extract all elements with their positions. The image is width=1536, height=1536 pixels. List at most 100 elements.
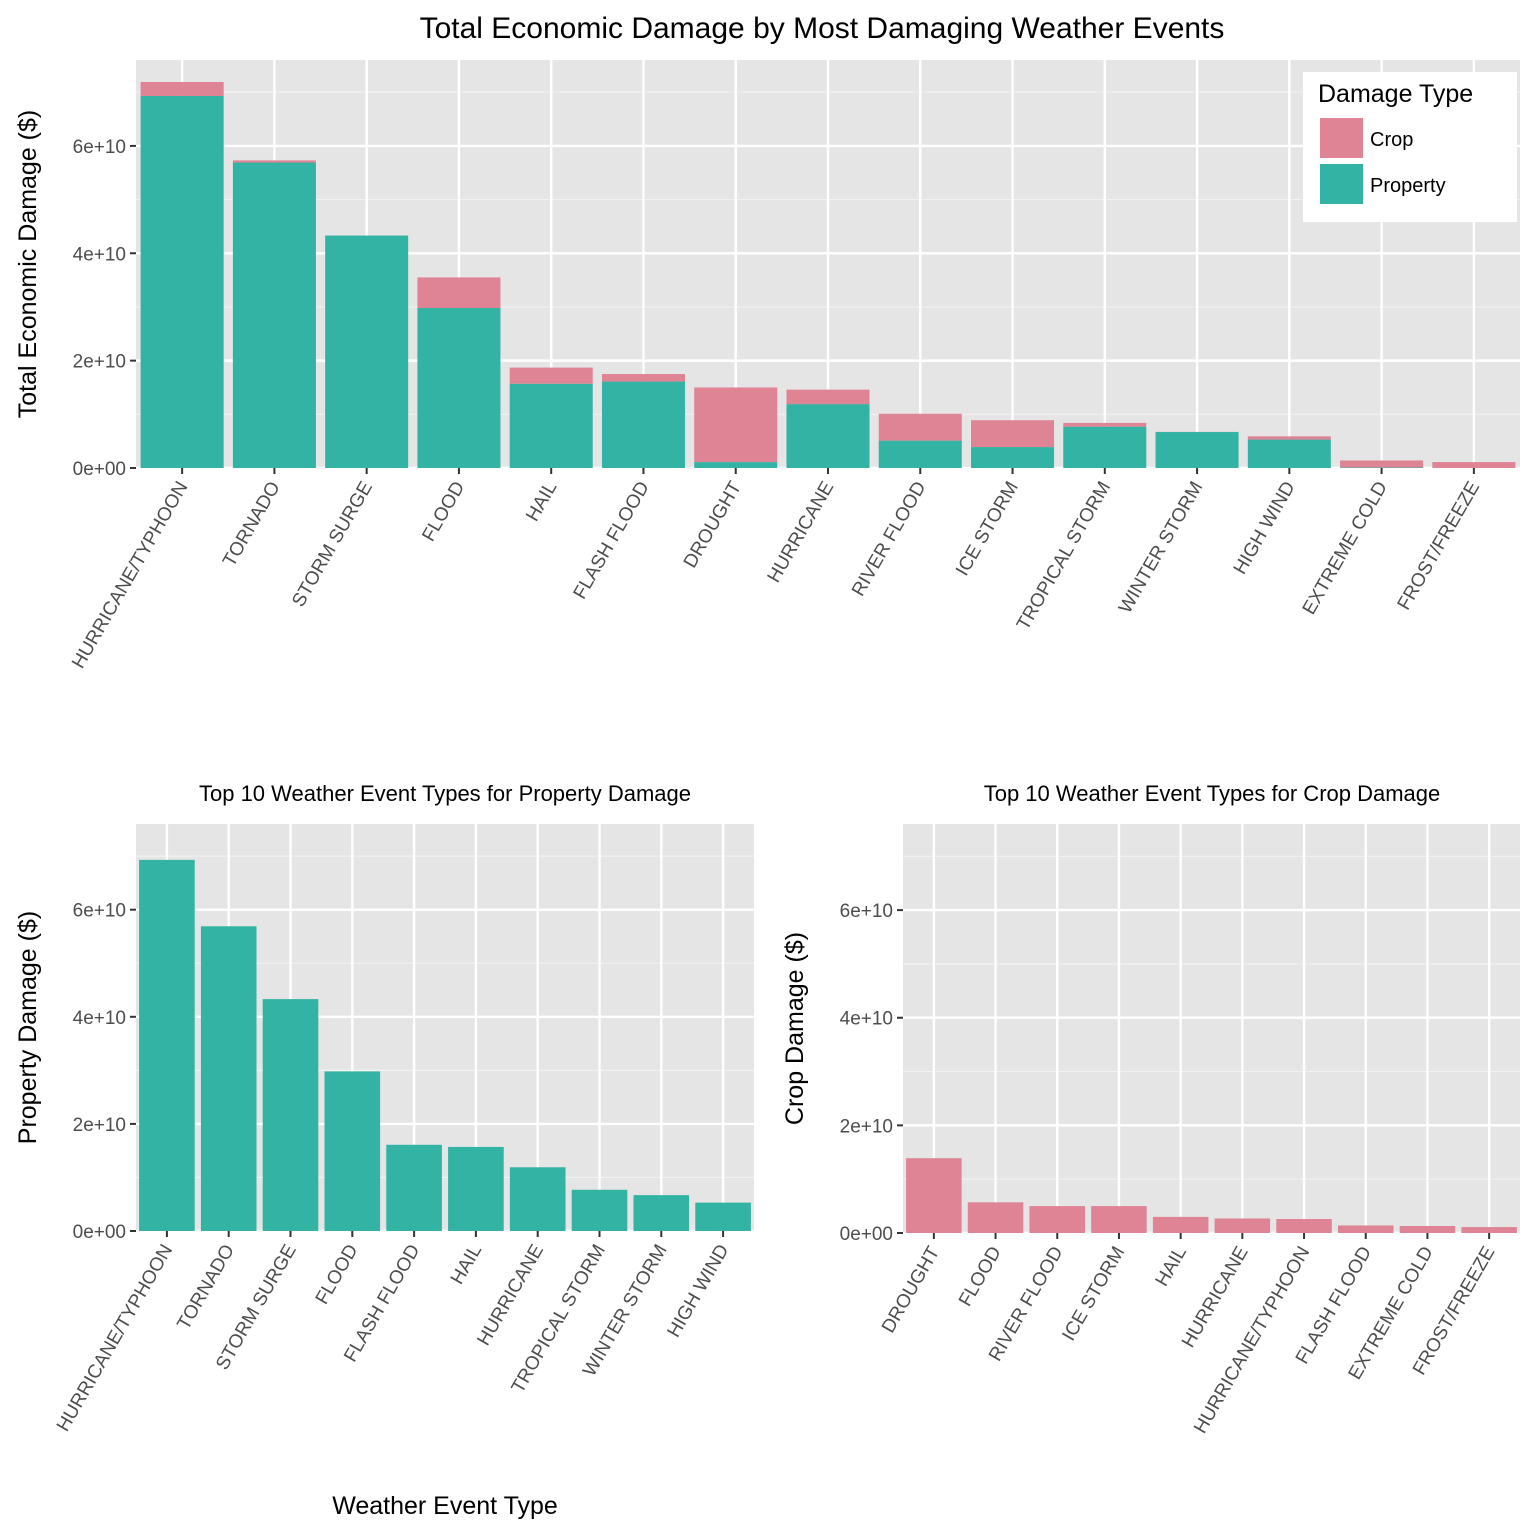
x-tick-label: STORM SURGE [288, 478, 377, 611]
x-tick-label: HAIL [522, 478, 561, 525]
y-axis-title: Crop Damage ($) [781, 932, 809, 1125]
bar-flash-flood [1337, 1225, 1394, 1233]
y-tick-label: 4e+10 [73, 244, 126, 265]
bar-property-extreme-cold [1340, 467, 1424, 468]
bar-crop-extreme-cold [1340, 460, 1424, 468]
bar-property-high-wind [1247, 439, 1331, 468]
bar-property-hurricane [786, 404, 870, 468]
chart-property-damage: 0e+00 2e+10 4e+10 6e+10 HURRICANE/TYPHOONTOR… [14, 781, 754, 1520]
x-tick-label: TORNADO [219, 478, 285, 570]
bar-property-flash-flood [601, 381, 685, 468]
y-tick-label: 6e+10 [73, 901, 126, 922]
y-axis-title: Total Economic Damage ($) [14, 110, 42, 418]
y-tick-label: 0e+00 [840, 1224, 893, 1245]
legend-label-property: Property [1370, 175, 1446, 197]
bar-crop-hurricane-typhoon [140, 82, 224, 96]
bar-property-storm-surge [325, 235, 409, 468]
bar-hail [448, 1146, 504, 1231]
x-tick-label: ICE STORM [952, 478, 1023, 580]
bar-property-river-flood [878, 440, 962, 468]
panel-title: Top 10 Weather Event Types for Property … [199, 781, 691, 806]
bar-ice-storm [1091, 1206, 1147, 1233]
bar-crop-ice-storm [971, 420, 1055, 448]
x-tick-label: HIGH WIND [1230, 478, 1300, 578]
bar-property-hurricane-typhoon [140, 95, 224, 469]
y-axis-title: Property Damage ($) [14, 911, 42, 1144]
legend-label-crop: Crop [1370, 129, 1413, 151]
x-tick-label: HURRICANE/TYPHOON [68, 478, 192, 672]
y-tick-label: 2e+10 [73, 1115, 126, 1136]
bar-crop-river-flood [878, 413, 962, 441]
bar-frost-freeze [1461, 1227, 1517, 1233]
bar-river-flood [1029, 1206, 1086, 1233]
bar-crop-flood [417, 277, 501, 309]
bar-flood [967, 1202, 1024, 1233]
x-tick-label: HAIL [447, 1241, 486, 1288]
y-tick-label: 4e+10 [73, 1008, 126, 1029]
bar-tornado [200, 926, 257, 1231]
x-tick-label: TROPICAL STORM [1013, 478, 1115, 634]
x-tick-label: HAIL [1152, 1243, 1191, 1290]
bar-crop-flash-flood [601, 374, 685, 382]
bar-property-winter-storm [1155, 432, 1239, 468]
x-tick-label: HURRICANE [764, 478, 839, 586]
y-tick-label: 2e+10 [840, 1116, 893, 1137]
bar-drought [906, 1158, 962, 1233]
bar-extreme-cold [1399, 1226, 1456, 1233]
x-tick-label: HURRICANE/TYPHOON [1190, 1243, 1314, 1437]
bar-hurricane [509, 1167, 566, 1231]
x-tick-label: EXTREME COLD [1299, 478, 1392, 618]
bar-hurricane [1214, 1218, 1271, 1233]
x-tick-label: HURRICANE [1178, 1243, 1253, 1351]
bar-flash-flood [386, 1144, 442, 1231]
y-tick-label: 0e+00 [73, 459, 126, 480]
bar-hurricane-typhoon [139, 859, 195, 1231]
figure-title: Total Economic Damage by Most Damaging W… [420, 12, 1225, 45]
legend: Damage Type Crop Property [1303, 72, 1517, 222]
bar-crop-drought [694, 387, 778, 463]
x-tick-label: HIGH WIND [664, 1241, 734, 1341]
x-tick-label: WINTER STORM [1115, 478, 1207, 617]
x-tick-label: TORNADO [174, 1241, 240, 1333]
bar-flood [324, 1071, 381, 1231]
chart-total-economic-damage: 0e+00 2e+10 4e+10 6e+10 HURRICANE/TYPHOON TOR… [14, 60, 1520, 672]
bar-property-drought [694, 462, 778, 468]
bar-storm-surge [262, 999, 319, 1231]
x-tick-label: FLASH FLOOD [570, 478, 654, 603]
panel-background [903, 824, 1520, 1233]
bar-property-hail [509, 383, 593, 468]
bar-tropical-storm [571, 1189, 628, 1231]
x-tick-label: FLOOD [312, 1241, 363, 1308]
legend-title: Damage Type [1318, 80, 1473, 108]
bar-property-tornado [232, 162, 316, 468]
bar-crop-tropical-storm [1063, 422, 1147, 427]
bar-high-wind [695, 1202, 751, 1231]
y-tick-label: 6e+10 [73, 137, 126, 158]
bar-winter-storm [633, 1195, 690, 1231]
bar-crop-high-wind [1247, 436, 1331, 440]
legend-key-property [1320, 164, 1363, 204]
x-tick-label: FLOOD [418, 478, 469, 545]
x-tick-label: DROUGHT [878, 1243, 944, 1337]
x-tick-label: HURRICANE [473, 1241, 548, 1349]
x-tick-label: FLOOD [955, 1243, 1006, 1310]
panel-title: Top 10 Weather Event Types for Crop Dama… [984, 781, 1441, 806]
y-tick-label: 2e+10 [73, 352, 126, 373]
bar-crop-tornado [232, 160, 316, 163]
bar-hail [1152, 1216, 1209, 1233]
x-tick-label: HURRICANE/TYPHOON [53, 1241, 177, 1435]
x-tick-label: ICE STORM [1058, 1243, 1129, 1345]
bar-crop-hail [509, 367, 593, 384]
bar-property-ice-storm [971, 447, 1055, 468]
legend-key-crop [1320, 118, 1363, 158]
x-tick-label: FROST/FREEZE [1394, 478, 1484, 614]
bar-hurricane-typhoon [1276, 1219, 1332, 1233]
bar-crop-frost-freeze [1432, 462, 1516, 468]
bar-property-flood [417, 308, 501, 468]
x-axis-title: Weather Event Type [332, 1492, 558, 1520]
y-tick-label: 0e+00 [73, 1222, 126, 1243]
x-tick-label: RIVER FLOOD [848, 478, 931, 600]
bar-crop-hurricane [786, 389, 870, 405]
